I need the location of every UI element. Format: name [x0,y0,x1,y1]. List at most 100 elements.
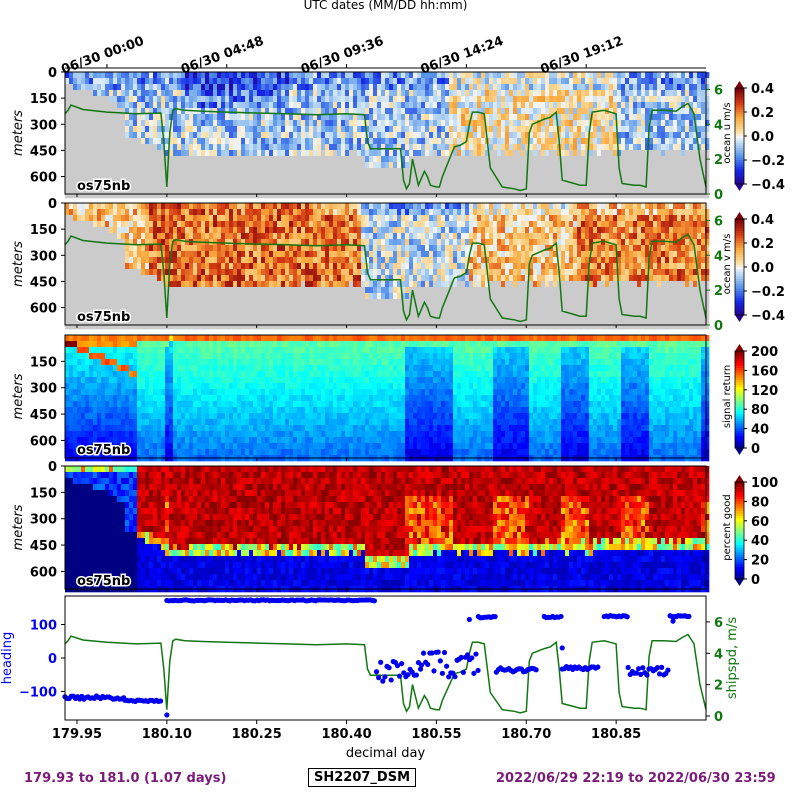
heat-cell [225,162,230,169]
heat-cell [305,156,310,163]
heat-cell [469,150,474,157]
heat-cell [117,317,122,324]
heat-cell [301,138,306,145]
heat-cell [317,317,322,324]
heat-cell [193,78,198,85]
heat-cell [289,192,294,199]
heat-cell [85,323,90,330]
heat-cell [109,287,114,294]
heat-cell [193,126,198,133]
heat-cell [297,275,302,282]
heat-cell [213,180,218,187]
heat-cell [137,144,142,151]
heat-cell [613,96,618,103]
heat-cell [129,186,134,193]
heat-cell [93,162,98,169]
heat-cell [341,263,346,270]
heat-cell [557,102,562,109]
heat-cell [629,90,634,97]
heat-cell [409,84,414,91]
heat-cell [137,156,142,163]
heat-cell [241,209,246,216]
heat-cell [201,209,206,216]
heat-cell [253,221,258,228]
heat-cell [365,72,370,79]
heat-cell [213,192,218,199]
heat-cell [253,138,258,145]
heat-cell [173,72,178,79]
heat-cell [545,162,550,169]
heat-cell [117,287,122,294]
heat-cell [457,180,462,187]
heat-cell [249,126,254,133]
heat-cell [425,168,430,175]
heat-cell [129,162,134,169]
heat-cell [277,102,282,109]
heat-cell [125,287,130,294]
heat-cell [253,144,258,151]
heat-cell [149,221,154,228]
heat-cell [181,90,186,97]
heat-cell [301,114,306,121]
heat-cell [65,323,70,330]
heat-cell [677,162,682,169]
heat-cell [269,281,274,288]
heat-cell [137,287,142,294]
heat-cell [665,180,670,187]
heat-cell [69,281,74,288]
heat-cell [301,323,306,330]
heat-cell [297,209,302,216]
heat-cell [181,114,186,121]
heat-cell [145,281,150,288]
heat-cell [189,102,194,109]
heat-cell [333,299,338,306]
heat-cell [169,138,174,145]
heat-cell [625,192,630,199]
heat-cell [461,192,466,199]
heat-cell [453,180,458,187]
heat-cell [457,90,462,97]
heat-cell [217,293,222,300]
heat-cell [645,96,650,103]
heat-cell [69,174,74,181]
heat-cell [237,311,242,318]
heat-cell [233,275,238,282]
heat-cell [73,132,78,139]
heat-cell [437,84,442,91]
heat-cell [141,311,146,318]
heat-cell [533,72,538,79]
heat-cell [253,233,258,240]
heat-cell [277,108,282,115]
heat-cell [421,96,426,103]
heat-cell [621,138,626,145]
heat-cell [305,150,310,157]
heat-cell [213,281,218,288]
heat-cell [301,78,306,85]
heat-cell [205,215,210,222]
heat-cell [533,78,538,85]
heat-cell [145,150,150,157]
heat-cell [329,162,334,169]
heat-cell [521,108,526,115]
heat-cell [377,72,382,79]
heat-cell [593,156,598,163]
heat-cell [253,78,258,85]
heat-cell [641,96,646,103]
heat-cell [577,120,582,127]
heat-cell [473,180,478,187]
heat-cell [197,311,202,318]
heat-cell [565,156,570,163]
heat-cell [693,84,698,91]
heat-cell [353,227,358,234]
heat-cell [77,144,82,151]
heat-cell [613,150,618,157]
heat-cell [445,114,450,121]
heat-cell [81,239,86,246]
heat-cell [97,192,102,199]
heat-cell [153,96,158,103]
heat-cell [393,96,398,103]
heat-cell [197,305,202,312]
heat-cell [117,263,122,270]
heat-cell [113,192,118,199]
heat-cell [565,114,570,121]
